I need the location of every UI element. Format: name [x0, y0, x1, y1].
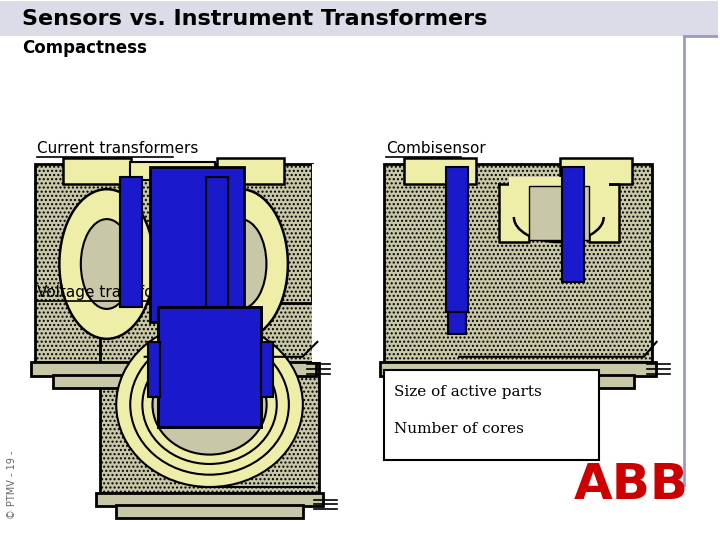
Ellipse shape: [215, 219, 266, 309]
Bar: [261, 342, 274, 397]
Ellipse shape: [59, 189, 154, 339]
Ellipse shape: [81, 219, 132, 309]
Bar: [562, 167, 584, 282]
Bar: [148, 342, 160, 397]
Bar: [158, 307, 261, 427]
Ellipse shape: [130, 335, 289, 475]
Bar: [0, 1, 719, 36]
Bar: [31, 362, 316, 376]
Bar: [404, 158, 476, 184]
Text: Sensors vs. Instrument Transformers: Sensors vs. Instrument Transformers: [22, 9, 487, 29]
Bar: [380, 362, 656, 376]
Text: Current transformers: Current transformers: [37, 141, 198, 156]
Bar: [205, 177, 228, 307]
Bar: [100, 303, 319, 492]
Text: Size of active parts: Size of active parts: [394, 385, 542, 399]
Bar: [446, 167, 468, 312]
Bar: [53, 375, 294, 388]
Bar: [116, 505, 303, 518]
Bar: [150, 167, 245, 322]
Text: Combisensor: Combisensor: [386, 141, 486, 156]
Bar: [384, 370, 599, 460]
Bar: [559, 158, 631, 184]
Polygon shape: [499, 184, 618, 242]
Bar: [529, 186, 589, 240]
Bar: [384, 164, 652, 362]
Bar: [96, 492, 323, 507]
Ellipse shape: [514, 192, 603, 242]
Bar: [448, 312, 466, 334]
Ellipse shape: [116, 322, 303, 487]
Bar: [120, 177, 142, 307]
Bar: [188, 291, 232, 309]
Bar: [35, 164, 312, 362]
Bar: [312, 164, 333, 362]
Text: ABB: ABB: [574, 462, 689, 509]
Ellipse shape: [143, 346, 276, 464]
Text: Number of cores: Number of cores: [394, 422, 524, 436]
Bar: [130, 162, 215, 180]
Bar: [158, 307, 261, 427]
Text: Compactness: Compactness: [22, 39, 147, 57]
Bar: [217, 158, 284, 184]
Text: © PTMV - 19 -: © PTMV - 19 -: [7, 451, 17, 519]
Bar: [63, 158, 131, 184]
Bar: [509, 177, 608, 217]
Bar: [402, 375, 634, 388]
Ellipse shape: [193, 189, 288, 339]
Ellipse shape: [153, 355, 266, 455]
Text: Voltage transformer: Voltage transformer: [37, 285, 190, 300]
